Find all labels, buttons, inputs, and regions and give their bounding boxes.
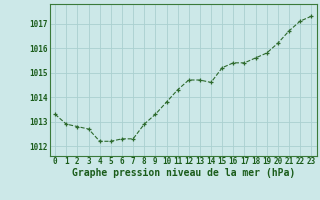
- X-axis label: Graphe pression niveau de la mer (hPa): Graphe pression niveau de la mer (hPa): [72, 168, 295, 178]
